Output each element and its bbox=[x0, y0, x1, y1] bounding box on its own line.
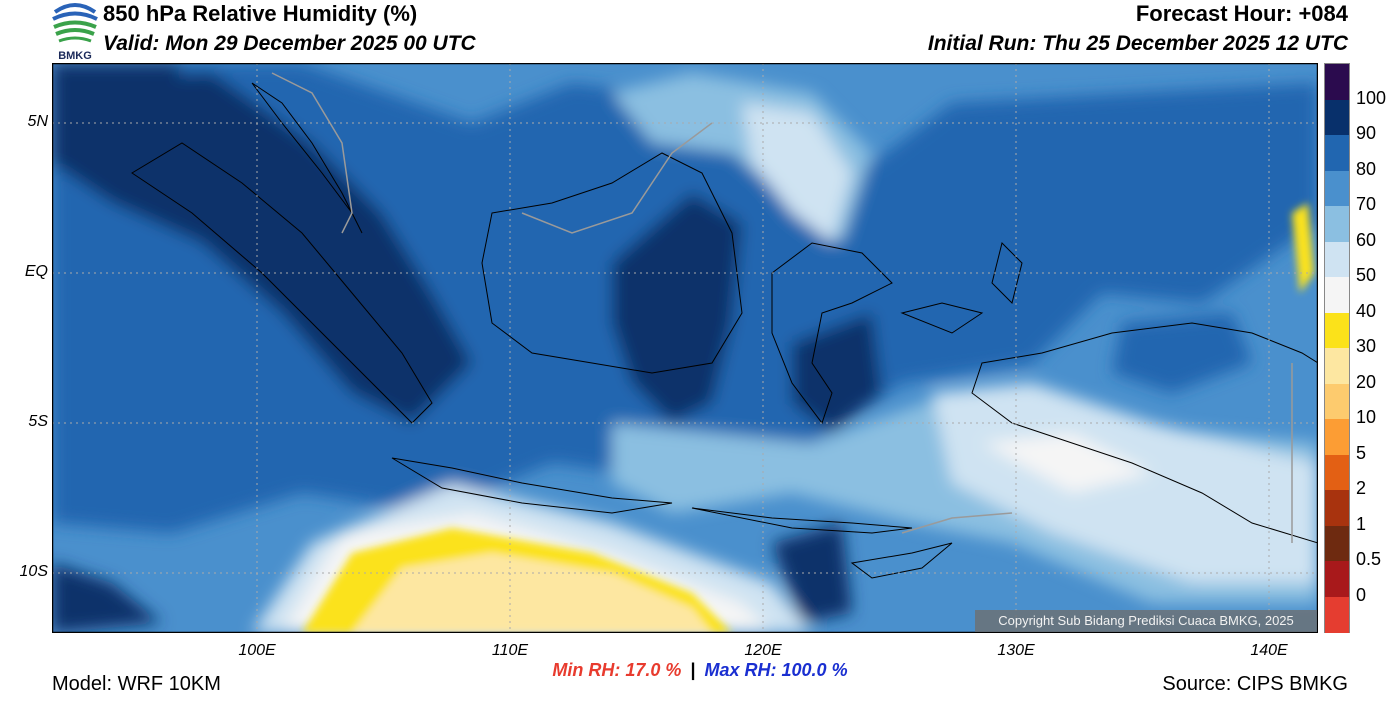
field-90-100-nw bbox=[52, 63, 182, 133]
legend-label: 0 bbox=[1356, 584, 1367, 605]
legend-label: 90 bbox=[1356, 123, 1377, 143]
field-90-100-kalimantan bbox=[612, 193, 742, 423]
legend-swatch bbox=[1325, 525, 1349, 562]
legend-swatch bbox=[1325, 490, 1349, 526]
legend-swatch bbox=[1325, 383, 1349, 420]
field-40-50-b bbox=[982, 433, 1152, 493]
lon-label-140e: 140E bbox=[1250, 642, 1288, 659]
lon-label-100e: 100E bbox=[238, 642, 276, 659]
legend-label: 5 bbox=[1356, 442, 1367, 463]
legend-label: 80 bbox=[1356, 158, 1377, 179]
field-90-100-east bbox=[1112, 313, 1252, 393]
valid-time: Valid: Mon 29 December 2025 00 UTC bbox=[103, 32, 476, 55]
field-90-100-sulawesi bbox=[792, 313, 882, 433]
legend-label: 2 bbox=[1356, 478, 1367, 498]
legend-swatch bbox=[1325, 348, 1349, 384]
field-30-40-east bbox=[1292, 203, 1314, 293]
legend-label: 40 bbox=[1356, 300, 1377, 321]
svg-text:BMKG: BMKG bbox=[58, 50, 92, 62]
lon-label-120e: 120E bbox=[744, 642, 782, 659]
legend-swatch bbox=[1325, 241, 1349, 278]
forecast-hour: Forecast Hour: +084 bbox=[1135, 1, 1348, 26]
legend-label: 50 bbox=[1356, 265, 1377, 285]
legend-swatch bbox=[1325, 170, 1349, 207]
bmkg-logo: BMKG bbox=[50, 0, 100, 62]
map-frame bbox=[52, 63, 1318, 633]
legend-label: 0.5 bbox=[1356, 549, 1382, 569]
legend-swatch bbox=[1325, 135, 1349, 171]
field-90-100-sw bbox=[52, 563, 162, 633]
humidity-map bbox=[52, 63, 1318, 633]
gridlines bbox=[52, 63, 1318, 633]
legend-swatch bbox=[1325, 64, 1349, 100]
legend-swatch bbox=[1325, 206, 1349, 242]
lon-label-110e: 110E bbox=[491, 642, 529, 659]
legend-swatch bbox=[1325, 561, 1349, 597]
legend-label: 1 bbox=[1356, 513, 1367, 534]
lat-label-10s: 10S bbox=[19, 563, 48, 580]
copyright-notice: Copyright Sub Bidang Prediksi Cuaca BMKG… bbox=[975, 610, 1317, 632]
lat-label-eq: EQ bbox=[24, 263, 48, 280]
field-90-100-timor bbox=[772, 523, 852, 623]
legend-label: 60 bbox=[1356, 229, 1377, 250]
rh-stats: Min RH: 17.0 % | Max RH: 100.0 % bbox=[0, 660, 1400, 681]
field-50-60-east bbox=[932, 383, 1318, 583]
lat-label-5n: 5N bbox=[27, 113, 48, 130]
min-rh: Min RH: 17.0 % bbox=[552, 660, 682, 680]
legend-label: 20 bbox=[1356, 371, 1377, 392]
coastlines bbox=[131, 82, 1318, 579]
legend-label: 30 bbox=[1356, 336, 1377, 356]
field-50-60 bbox=[742, 103, 852, 243]
legend-swatch bbox=[1325, 454, 1349, 491]
field-90-100-west bbox=[52, 73, 472, 423]
legend-label: 100 bbox=[1356, 87, 1387, 108]
lat-label-5s: 5S bbox=[28, 413, 48, 430]
stats-separator: | bbox=[690, 660, 696, 680]
initial-run: Initial Run: Thu 25 December 2025 12 UTC bbox=[927, 32, 1348, 55]
legend-label: 10 bbox=[1356, 407, 1377, 427]
model-label: Model: WRF 10KM bbox=[52, 673, 221, 695]
legend-label: 70 bbox=[1356, 194, 1377, 214]
map-title: 850 hPa Relative Humidity (%) bbox=[103, 1, 418, 26]
max-rh: Max RH: 100.0 % bbox=[704, 660, 848, 680]
land-borders bbox=[271, 72, 1293, 543]
legend-swatch bbox=[1325, 312, 1349, 349]
legend-swatch bbox=[1325, 99, 1349, 136]
color-legend bbox=[1324, 63, 1350, 633]
lon-label-130e: 130E bbox=[997, 642, 1035, 659]
source-label: Source: CIPS BMKG bbox=[1162, 673, 1348, 695]
legend-swatch bbox=[1325, 596, 1349, 633]
legend-swatch bbox=[1325, 419, 1349, 455]
legend-swatch bbox=[1325, 277, 1349, 313]
